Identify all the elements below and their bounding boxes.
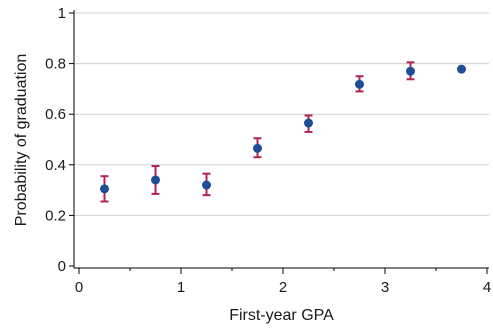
data-point xyxy=(100,184,109,194)
data-marks xyxy=(100,61,466,203)
x-tick-label: 1 xyxy=(177,279,185,296)
axes: 0 0.2 0.4 0.6 0.8 1 0 1 2 3 4 xyxy=(45,5,491,296)
data-point xyxy=(457,64,466,74)
y-tick-label: 0 xyxy=(58,258,66,275)
data-point xyxy=(304,118,313,128)
y-tick-label: 0.6 xyxy=(45,106,66,123)
grid-lines xyxy=(74,12,489,216)
y-tick-label: 0.8 xyxy=(45,56,66,73)
data-point xyxy=(355,79,364,89)
x-tick-label: 3 xyxy=(381,279,389,296)
data-point xyxy=(151,175,160,185)
data-point xyxy=(202,180,211,190)
x-tick-label: 2 xyxy=(279,279,287,296)
x-axis-title: First-year GPA xyxy=(229,307,334,324)
data-point xyxy=(253,143,262,153)
x-tick-label: 0 xyxy=(75,279,83,296)
y-axis-title: Probability of graduation xyxy=(13,54,30,227)
data-point xyxy=(406,66,415,76)
y-tick-label: 1 xyxy=(58,5,66,22)
x-tick-label: 4 xyxy=(483,279,491,296)
y-tick-label: 0.4 xyxy=(45,157,66,174)
y-tick-label: 0.2 xyxy=(45,207,66,224)
